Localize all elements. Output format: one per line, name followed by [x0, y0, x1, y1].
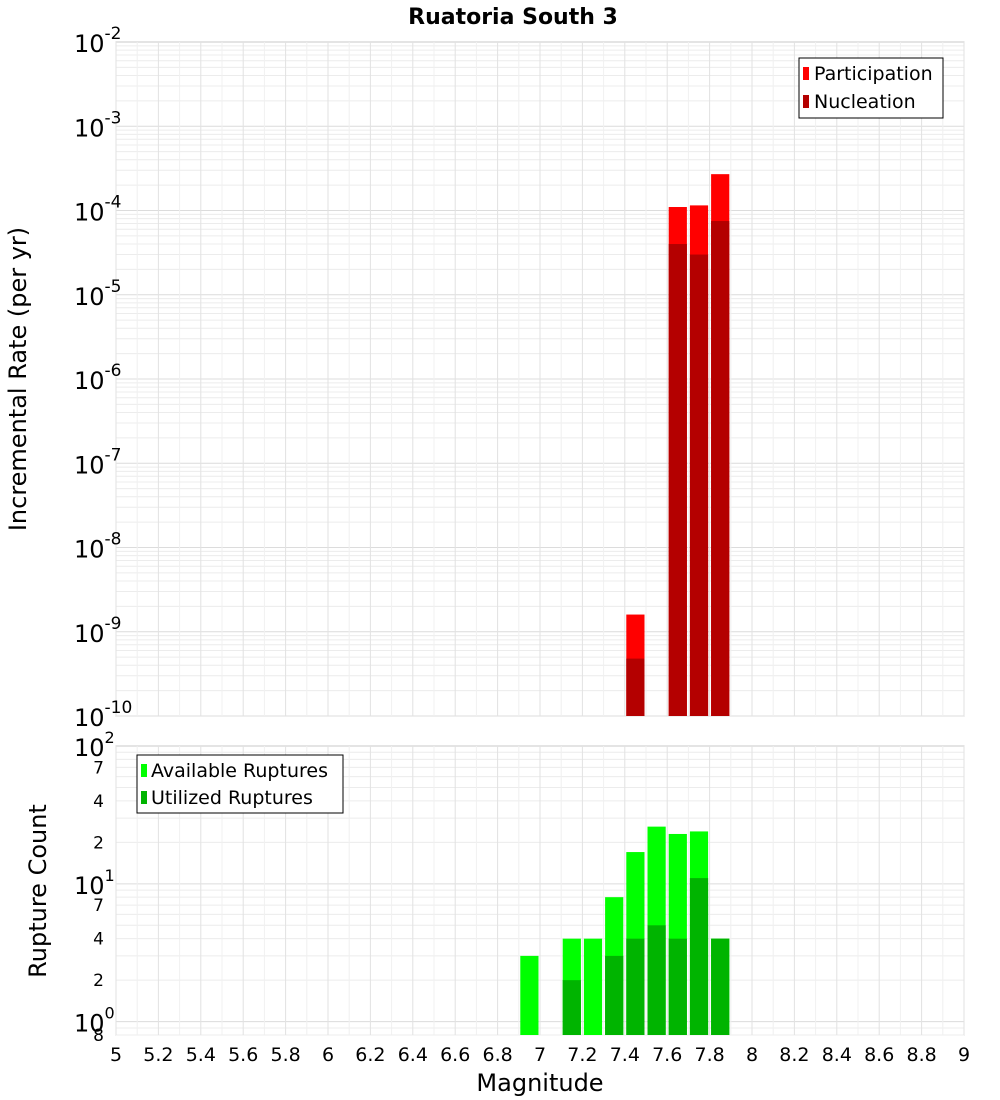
count-y-axis-label: Rupture Count	[24, 804, 52, 978]
bar-available-ruptures	[520, 955, 539, 1035]
legend-participation-label: Participation	[814, 63, 933, 85]
bar-nucleation	[626, 658, 645, 716]
x-tick-label: 7	[534, 1044, 546, 1066]
y-tick-label: 7	[93, 758, 104, 778]
x-tick-label: 8.2	[779, 1044, 809, 1066]
bar-utilized-ruptures	[626, 938, 645, 1035]
rate-y-axis-label: Incremental Rate (per yr)	[4, 227, 32, 531]
legend-utilized-label: Utilized Ruptures	[151, 787, 313, 809]
rate-gridlines	[115, 42, 965, 717]
bar-utilized-ruptures	[711, 938, 730, 1035]
x-tick-label: 6	[322, 1044, 334, 1066]
bar-utilized-ruptures	[562, 980, 581, 1035]
bar-utilized-ruptures	[668, 938, 687, 1035]
x-tick-label: 8.8	[906, 1044, 936, 1066]
bar-nucleation	[668, 244, 687, 717]
y-tick-label: 10-9	[74, 614, 122, 648]
bar-utilized-ruptures	[605, 955, 624, 1035]
chart-title: Ruatoria South 3	[408, 5, 618, 30]
y-tick-label: 4	[93, 930, 104, 950]
count-bars	[520, 826, 730, 1035]
legend-nucleation-label: Nucleation	[814, 91, 916, 113]
legend-nucleation-swatch	[803, 95, 809, 108]
y-tick-label: 102	[74, 728, 115, 762]
bar-available-ruptures	[583, 938, 603, 1035]
y-tick-label: 2	[93, 971, 104, 991]
rate-legend: Participation Nucleation	[798, 57, 944, 119]
x-tick-label: 8.6	[864, 1044, 894, 1066]
bar-nucleation	[711, 221, 730, 716]
legend-available-swatch	[141, 764, 147, 777]
bar-nucleation	[689, 254, 709, 716]
y-tick-label: 4	[93, 792, 104, 812]
x-tick-label: 7.8	[694, 1044, 724, 1066]
y-tick-label: 8	[93, 1026, 104, 1046]
y-tick-label: 10-5	[74, 277, 122, 311]
x-tick-label: 6.6	[440, 1044, 470, 1066]
x-tick-label: 7.4	[610, 1044, 640, 1066]
x-tick-label: 6.4	[398, 1044, 428, 1066]
x-axis-label: Magnitude	[476, 1069, 603, 1097]
x-tick-label: 6.2	[355, 1044, 385, 1066]
x-tick-label: 5.6	[228, 1044, 258, 1066]
x-tick-label: 9	[958, 1044, 970, 1066]
x-tick-label: 7.6	[652, 1044, 682, 1066]
y-tick-label: 10-3	[74, 108, 122, 142]
rate-bars	[626, 174, 730, 717]
x-tick-label: 5.8	[270, 1044, 300, 1066]
x-tick-label: 5.2	[143, 1044, 173, 1066]
legend-utilized-swatch	[141, 791, 147, 804]
y-tick-label: 10-7	[74, 445, 122, 479]
x-tick-labels: 5 5.2 5.4 5.6 5.8 6 6.2 6.4 6.6 6.8 7 7.2 7.4 7.6 7.8 8…	[110, 1044, 970, 1066]
y-tick-label: 10-6	[74, 361, 122, 395]
y-tick-label: 10-10	[74, 698, 132, 732]
x-tick-label: 5	[110, 1044, 122, 1066]
bar-utilized-ruptures	[647, 925, 666, 1035]
x-tick-label: 6.8	[482, 1044, 512, 1066]
y-tick-label: 10-8	[74, 530, 122, 564]
x-tick-label: 8.4	[822, 1044, 852, 1066]
count-legend-box	[136, 754, 344, 814]
legend-participation-swatch	[803, 67, 809, 80]
y-tick-label: 2	[93, 833, 104, 853]
y-tick-label: 10-4	[74, 193, 122, 227]
y-tick-label: 10-2	[74, 24, 122, 58]
bar-utilized-ruptures	[689, 878, 709, 1035]
y-tick-label: 7	[93, 896, 104, 916]
x-tick-label: 7.2	[567, 1044, 597, 1066]
x-tick-label: 5.4	[186, 1044, 216, 1066]
rate-legend-box	[798, 57, 944, 119]
count-legend: Available Ruptures Utilized Ruptures	[136, 754, 344, 814]
x-tick-label: 8	[746, 1044, 758, 1066]
y-tick-label: 101	[74, 866, 115, 900]
legend-available-label: Available Ruptures	[151, 760, 328, 782]
